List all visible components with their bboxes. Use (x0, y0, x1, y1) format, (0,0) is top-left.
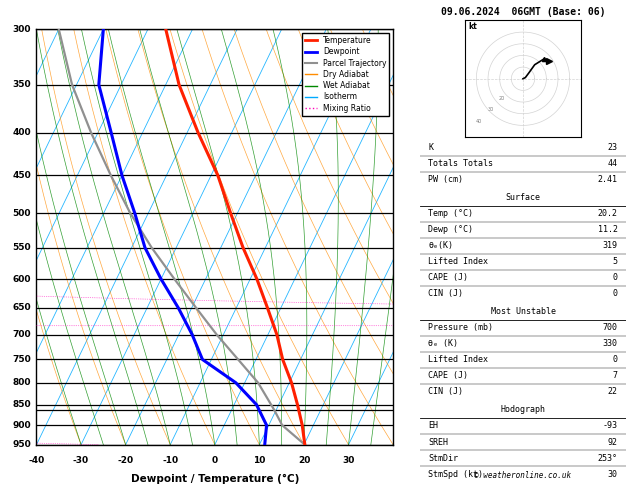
Text: 750: 750 (13, 355, 31, 364)
Text: 30: 30 (608, 469, 618, 479)
Text: 22: 22 (608, 387, 618, 397)
Text: Pressure (mb): Pressure (mb) (428, 323, 493, 332)
Text: kt: kt (468, 21, 477, 31)
Text: 253°: 253° (598, 453, 618, 463)
Text: 350: 350 (13, 80, 31, 89)
Text: Surface: Surface (506, 193, 540, 202)
Text: 0: 0 (613, 289, 618, 298)
Text: -30: -30 (73, 456, 89, 465)
Text: 11.2: 11.2 (598, 225, 618, 234)
Text: StmDir: StmDir (428, 453, 459, 463)
Text: Temp (°C): Temp (°C) (428, 209, 474, 218)
Text: 30: 30 (342, 456, 355, 465)
Text: 950: 950 (13, 440, 31, 449)
Text: 20: 20 (298, 456, 310, 465)
Text: Dewp (°C): Dewp (°C) (428, 225, 474, 234)
Text: 550: 550 (13, 243, 31, 252)
Text: © weatheronline.co.uk: © weatheronline.co.uk (474, 471, 572, 480)
Text: 800: 800 (13, 378, 31, 387)
Text: 0: 0 (613, 355, 618, 364)
Text: 330: 330 (603, 339, 618, 348)
Text: 44: 44 (608, 159, 618, 168)
Text: θₑ(K): θₑ(K) (428, 241, 454, 250)
Text: -93: -93 (603, 421, 618, 431)
Text: 0: 0 (613, 273, 618, 282)
Text: 0: 0 (212, 456, 218, 465)
Text: 700: 700 (603, 323, 618, 332)
Text: 7: 7 (613, 371, 618, 381)
Text: 40: 40 (476, 119, 482, 124)
Text: CIN (J): CIN (J) (428, 289, 464, 298)
Text: -20: -20 (118, 456, 134, 465)
Text: 850: 850 (13, 400, 31, 409)
Text: 30: 30 (487, 107, 494, 112)
Text: θₑ (K): θₑ (K) (428, 339, 459, 348)
Text: CIN (J): CIN (J) (428, 387, 464, 397)
Text: 600: 600 (13, 275, 31, 283)
Text: K: K (428, 143, 433, 152)
Text: 400: 400 (13, 128, 31, 138)
Text: 5: 5 (613, 257, 618, 266)
Text: 09.06.2024  06GMT (Base: 06): 09.06.2024 06GMT (Base: 06) (441, 7, 605, 17)
Text: 450: 450 (13, 171, 31, 180)
Legend: Temperature, Dewpoint, Parcel Trajectory, Dry Adiabat, Wet Adiabat, Isotherm, Mi: Temperature, Dewpoint, Parcel Trajectory… (302, 33, 389, 116)
Text: 500: 500 (13, 209, 31, 218)
Text: Most Unstable: Most Unstable (491, 307, 555, 316)
Text: CAPE (J): CAPE (J) (428, 371, 469, 381)
Text: -40: -40 (28, 456, 45, 465)
Text: 2.41: 2.41 (598, 175, 618, 184)
Text: 23: 23 (608, 143, 618, 152)
Text: -10: -10 (162, 456, 178, 465)
Text: 300: 300 (13, 25, 31, 34)
Text: EH: EH (428, 421, 438, 431)
Text: StmSpd (kt): StmSpd (kt) (428, 469, 484, 479)
Text: 319: 319 (603, 241, 618, 250)
Text: 900: 900 (13, 421, 31, 430)
Text: Lifted Index: Lifted Index (428, 257, 488, 266)
Text: Hodograph: Hodograph (501, 405, 545, 415)
Text: Dewpoint / Temperature (°C): Dewpoint / Temperature (°C) (131, 474, 299, 484)
Text: Totals Totals: Totals Totals (428, 159, 493, 168)
Text: 92: 92 (608, 437, 618, 447)
Text: 650: 650 (13, 303, 31, 312)
Text: SREH: SREH (428, 437, 448, 447)
Text: 20: 20 (499, 96, 505, 101)
Text: 10: 10 (253, 456, 265, 465)
Text: 20.2: 20.2 (598, 209, 618, 218)
Text: 700: 700 (13, 330, 31, 339)
Text: Lifted Index: Lifted Index (428, 355, 488, 364)
Text: CAPE (J): CAPE (J) (428, 273, 469, 282)
Text: PW (cm): PW (cm) (428, 175, 464, 184)
